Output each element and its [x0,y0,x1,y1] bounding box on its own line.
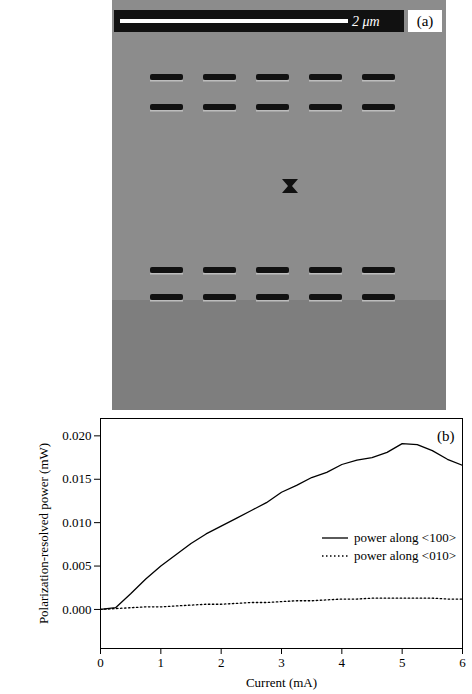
svg-text:0.010: 0.010 [62,515,91,530]
svg-text:0: 0 [97,655,104,670]
svg-text:0.020: 0.020 [62,428,91,443]
svg-text:1: 1 [158,655,165,670]
html-text:power along <010>: power along <010> [354,548,456,563]
svg-text:0.015: 0.015 [62,471,91,486]
svg-text:0.000: 0.000 [62,602,91,617]
svg-text:Polarization-resolved power (m: Polarization-resolved power (mW) [36,443,51,624]
html-text:power along <100>: power along <100> [354,530,456,545]
svg-text:0.005: 0.005 [62,558,91,573]
svg-text:Current (mA): Current (mA) [246,675,317,690]
svg-text:(b): (b) [437,428,455,445]
svg-text:6: 6 [459,655,466,670]
svg-text:2: 2 [218,655,225,670]
svg-text:5: 5 [399,655,406,670]
svg-text:3: 3 [278,655,285,670]
svg-text:(a): (a) [417,13,434,30]
svg-text:4: 4 [339,655,346,670]
svg-text:2 μm: 2 μm [352,14,380,29]
